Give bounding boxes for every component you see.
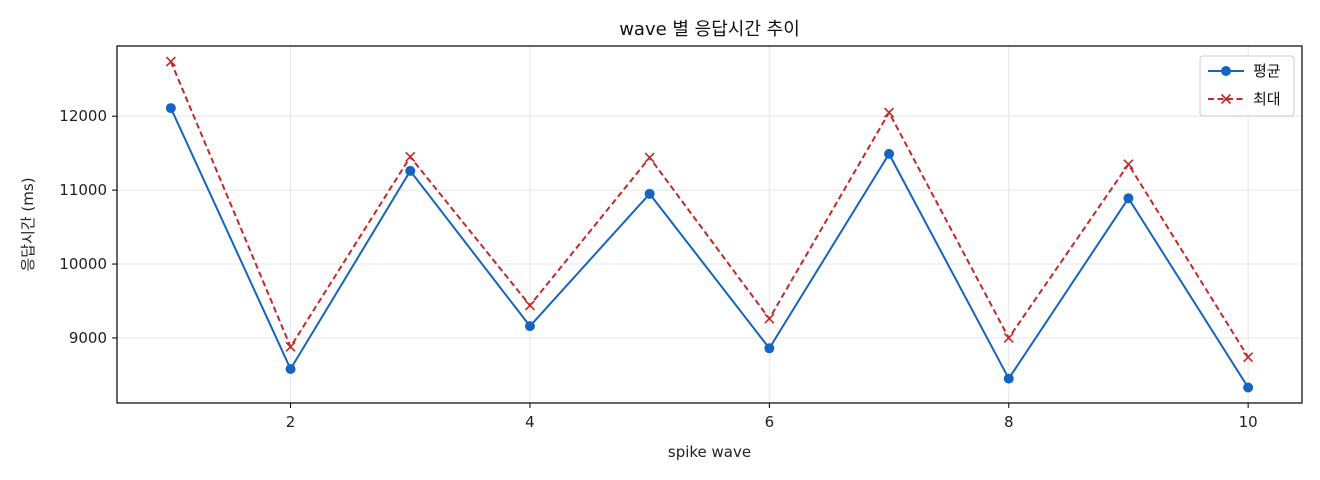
x-tick-label: 10 [1239, 413, 1258, 431]
data-point [524, 321, 535, 332]
series-1 [165, 103, 1254, 393]
series-line [169, 107, 1249, 389]
data-point [405, 165, 416, 176]
y-axis-label: 응답시간 (ms) [19, 177, 37, 271]
y-tick-label: 9000 [69, 329, 107, 347]
series-group [165, 56, 1254, 393]
data-point [644, 152, 655, 163]
data-point [1003, 373, 1014, 384]
data-point [1003, 332, 1014, 344]
data-point [764, 343, 775, 354]
x-tick-label: 2 [286, 413, 296, 431]
y-tick-label: 11000 [59, 181, 107, 199]
data-point [285, 364, 296, 374]
x-tick-label: 6 [765, 413, 775, 431]
data-point [883, 107, 895, 118]
plot-frame [116, 45, 1303, 404]
data-point [1123, 159, 1134, 170]
data-point [285, 341, 296, 352]
y-tick-label: 12000 [59, 107, 107, 125]
legend-marker [1221, 66, 1231, 76]
x-axis-label: spike wave [668, 443, 751, 461]
x-tick-label: 4 [525, 413, 535, 431]
data-point [884, 148, 895, 159]
data-point [644, 188, 655, 199]
data-point [1243, 382, 1254, 393]
data-point [764, 313, 775, 324]
data-point [405, 151, 416, 162]
data-point [165, 56, 176, 67]
legend-marker [1220, 93, 1232, 105]
grid [117, 46, 1302, 403]
data-point [524, 300, 536, 311]
data-point [1243, 352, 1254, 363]
x-tick-label: 8 [1004, 413, 1014, 431]
legend-label: 평균 [1253, 62, 1281, 80]
legend-label: 최대 [1253, 90, 1281, 108]
data-point [1123, 193, 1134, 204]
y-tick-label: 10000 [59, 255, 107, 273]
chart-title: wave 별 응답시간 추이 [619, 19, 800, 40]
series-line [169, 61, 1249, 358]
data-point [165, 103, 176, 114]
legend-item: 평균 [1208, 62, 1281, 80]
axis-ticks: 2 4 6 8 10 9000 10000 11000 12000 [59, 107, 1257, 431]
legend-item: 최대 [1208, 90, 1281, 108]
series-2 [165, 56, 1254, 363]
